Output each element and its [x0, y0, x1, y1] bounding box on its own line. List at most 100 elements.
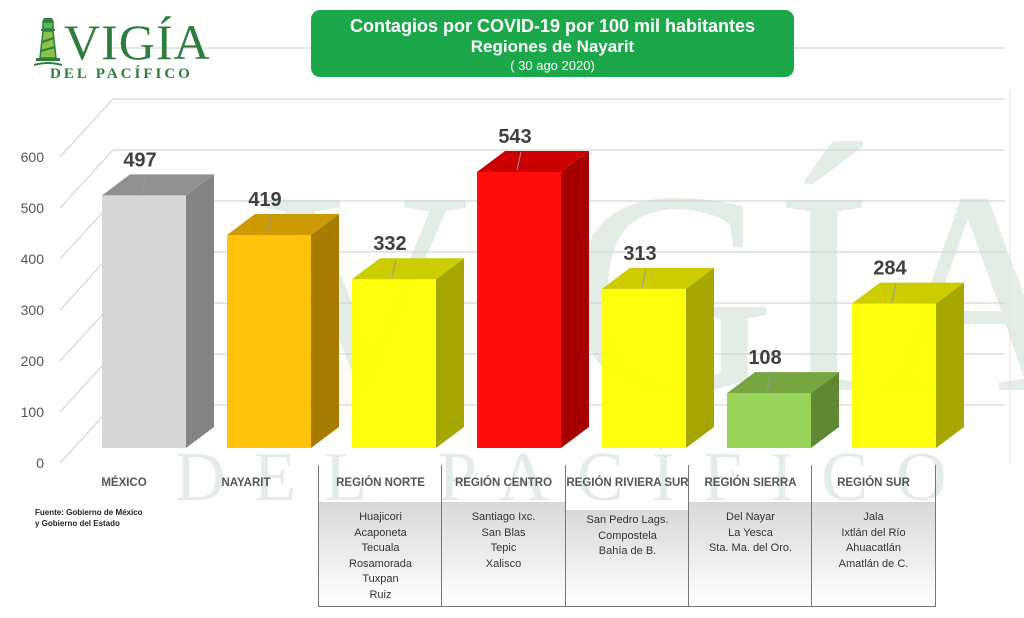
region-column-riviera-sur: REGIÓN RIVIERA SUR San Pedro Lags. Compos… — [565, 465, 689, 607]
municipality: Huajicori — [359, 511, 402, 523]
municipality: La Yesca — [728, 526, 773, 539]
region-column-centro: REGIÓN CENTRO Santiago Ixc. San Blas Tepic… — [441, 465, 565, 607]
leader-line — [891, 283, 897, 302]
source-line-1: Fuente: Gobierno de México — [35, 508, 143, 517]
municipality: Tuxpan — [362, 573, 399, 585]
y-tick-label: 400 — [21, 251, 45, 267]
bar-side — [186, 174, 214, 448]
municipality: Rosamorada — [349, 557, 412, 570]
leader-line — [641, 268, 647, 288]
region-name: REGIÓN SIERRA — [704, 477, 797, 489]
x-label-nayarit: NAYARIT — [221, 477, 271, 489]
data-label: 313 — [623, 243, 656, 265]
region-column-sierra: REGIÓN SIERRA Del Nayar La Yesca Sta. Ma. … — [688, 465, 812, 607]
bar-front — [477, 171, 561, 448]
region-name: REGIÓN SUR — [837, 477, 910, 489]
bar-top — [602, 267, 714, 289]
municipality: Compostela — [598, 529, 657, 542]
bar — [477, 150, 589, 448]
bar-top — [352, 258, 464, 280]
municipality: Del Nayar — [726, 511, 775, 523]
region-municipalities: Huajicori Acaponeta Tecuala Rosamorada Tuxpa… — [319, 502, 442, 607]
data-labels: 497 419 332 543 313 108 284 — [123, 126, 908, 392]
bar — [852, 282, 964, 448]
data-label: 497 — [123, 149, 156, 171]
leader-line — [266, 214, 272, 234]
bar — [102, 174, 214, 448]
region-municipalities: Santiago Ixc. San Blas Tepic Xalisco — [442, 502, 565, 607]
region-municipalities: Jala Ixtlán del Río Ahuacatlán Amatlán de C… — [812, 502, 935, 607]
y-tick-label: 100 — [21, 404, 45, 420]
lighthouse-icon — [34, 18, 62, 66]
bar-front — [852, 303, 936, 448]
bar — [727, 372, 839, 448]
source-line-2: y Gobierno del Estado — [35, 519, 120, 528]
bar-top — [477, 150, 589, 172]
bar-side — [436, 258, 464, 448]
data-label: 332 — [373, 233, 406, 255]
y-tick-label: 600 — [21, 149, 45, 165]
chart-title-banner: Contagios por COVID-19 por 100 mil habit… — [311, 10, 794, 77]
data-label: 543 — [498, 126, 531, 148]
region-name: REGIÓN NORTE — [336, 477, 425, 489]
gridline-diagonal — [59, 98, 114, 158]
municipality: Tepic — [490, 542, 517, 554]
leader-line — [766, 372, 772, 392]
municipality: Jala — [863, 511, 884, 523]
municipality: Tecuala — [361, 542, 400, 554]
leader-line — [141, 175, 147, 194]
leader-line — [391, 259, 397, 278]
bar-front — [602, 288, 686, 448]
region-municipalities: Del Nayar La Yesca Sta. Ma. del Oro. — [689, 502, 812, 607]
gridline-diagonal — [59, 149, 114, 209]
municipality: Ahuacatlán — [845, 542, 902, 554]
bar — [352, 258, 464, 448]
data-label: 284 — [873, 258, 907, 280]
region-column-norte: REGIÓN NORTE Huajicori Acaponeta Tecuala Ro… — [318, 465, 442, 607]
data-label: 419 — [248, 189, 281, 211]
bars — [102, 150, 964, 448]
bar-side — [311, 214, 339, 448]
logo-name: VIGÍA — [64, 14, 211, 70]
municipality: Sta. Ma. del Oro. — [708, 542, 793, 554]
municipality: Acaponeta — [354, 526, 407, 539]
chart-title: Contagios por COVID-19 por 100 mil habit… — [349, 16, 756, 36]
bar — [602, 267, 714, 448]
municipality: Amatlán de C. — [838, 557, 909, 570]
municipality: Xalisco — [485, 557, 522, 570]
region-municipalities: San Pedro Lags. Compostela Bahía de B. — [566, 510, 689, 607]
bar-top — [227, 214, 339, 236]
region-name: REGIÓN RIVIERA SUR — [566, 477, 689, 489]
bar-front — [352, 279, 436, 448]
municipality: Ruiz — [369, 588, 392, 601]
y-axis: 0 100 200 300 400 500 600 — [21, 149, 45, 471]
municipality: San Blas — [481, 526, 526, 539]
municipality: Santiago Ixc. — [471, 511, 536, 523]
bar-front — [102, 195, 186, 448]
bar-side — [811, 372, 839, 448]
bar-front — [227, 235, 311, 448]
logo-tagline: DEL PACÍFICO — [50, 66, 193, 82]
municipality: Bahía de B. — [598, 545, 657, 557]
bar-top — [852, 282, 964, 304]
chart-subtitle: Regiones de Nayarit — [470, 37, 635, 56]
bar-side — [561, 150, 589, 448]
y-tick-label: 0 — [36, 455, 44, 471]
y-tick-label: 500 — [21, 200, 45, 216]
municipality: Ixtlán del Río — [841, 526, 906, 539]
bar — [227, 214, 339, 448]
region-name: REGIÓN CENTRO — [454, 477, 553, 489]
x-label-mexico: MÉXICO — [101, 477, 147, 489]
data-label: 108 — [748, 347, 781, 369]
bar-side — [686, 267, 714, 448]
region-column-sur: REGIÓN SUR Jala Ixtlán del Río Ahuacatlán A… — [811, 465, 936, 607]
municipality: San Pedro Lags. — [586, 514, 669, 526]
bar-top — [102, 174, 214, 196]
chart-date: ( 30 ago 2020) — [510, 58, 595, 73]
leader-line — [516, 151, 522, 171]
y-tick-label: 300 — [21, 302, 45, 318]
logo: VIGÍA DEL PACÍFICO — [34, 14, 210, 86]
y-tick-label: 200 — [21, 353, 45, 369]
bar-front — [727, 393, 811, 448]
bar-top — [727, 372, 839, 394]
